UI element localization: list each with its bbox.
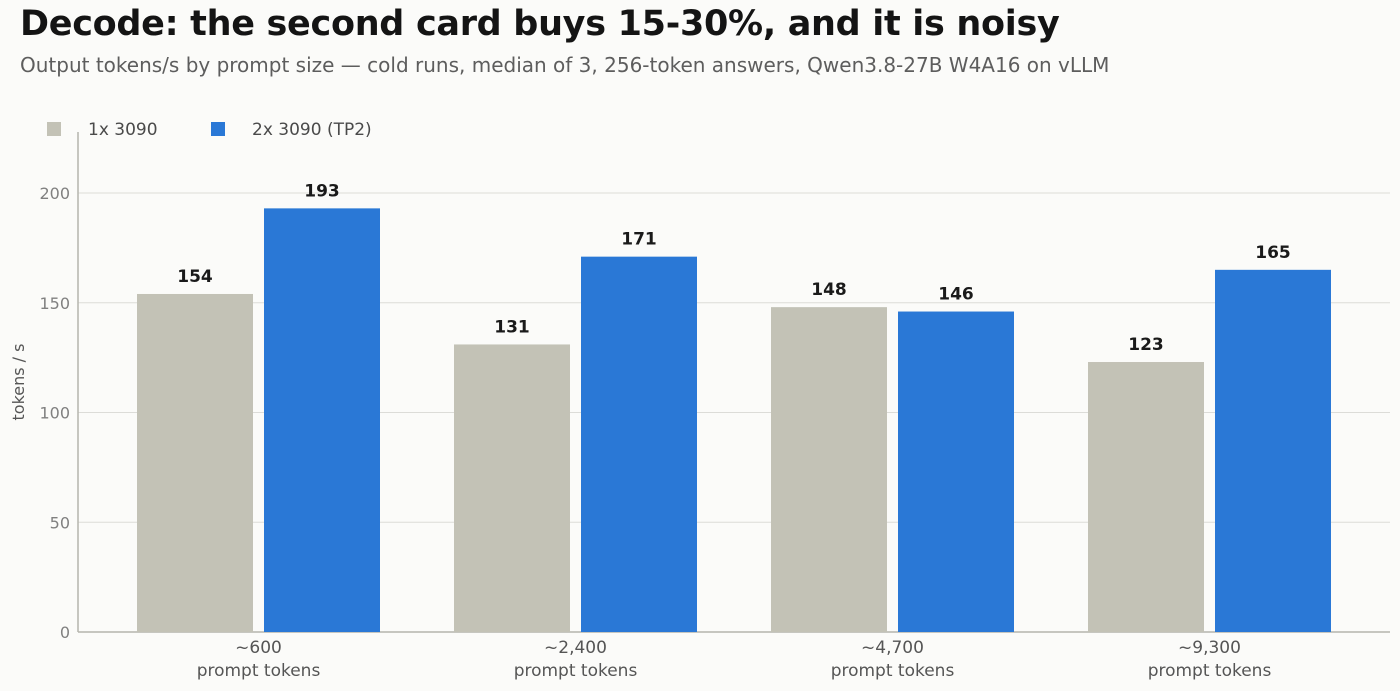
- bar-single-0: [137, 293, 253, 632]
- bar-single-2: [771, 307, 887, 632]
- bar-dual-0: [264, 208, 380, 633]
- x-tick-sublabel: prompt tokens: [1148, 661, 1272, 681]
- legend-swatch-0: [47, 122, 61, 136]
- x-tick-sublabel: prompt tokens: [197, 661, 321, 681]
- x-tick-label: ~600: [235, 638, 282, 658]
- data-label: 146: [938, 285, 974, 305]
- legend-label-0: 1x 3090: [88, 120, 158, 140]
- y-axis-title: tokens / s: [9, 344, 28, 421]
- x-tick-sublabel: prompt tokens: [831, 661, 955, 681]
- y-tick-label: 50: [50, 513, 70, 532]
- data-label: 123: [1128, 335, 1164, 355]
- data-label: 154: [177, 267, 213, 287]
- y-tick-label: 0: [60, 623, 70, 642]
- legend-label-1: 2x 3090 (TP2): [252, 120, 372, 140]
- data-label: 171: [621, 230, 657, 250]
- bar-single-3: [1088, 362, 1204, 632]
- data-label: 148: [811, 280, 847, 300]
- data-label: 193: [304, 181, 340, 201]
- x-tick-label: ~2,400: [544, 638, 607, 658]
- x-tick-label: ~9,300: [1178, 638, 1241, 658]
- data-label: 165: [1255, 243, 1291, 263]
- x-tick-sublabel: prompt tokens: [514, 661, 638, 681]
- bar-dual-3: [1215, 269, 1331, 632]
- y-tick-label: 100: [39, 404, 70, 423]
- bar-dual-1: [581, 256, 697, 632]
- chart-title: Decode: the second card buys 15-30%, and…: [20, 4, 1060, 44]
- x-tick-label: ~4,700: [861, 638, 924, 658]
- bar-single-1: [454, 344, 570, 632]
- chart-subtitle: Output tokens/s by prompt size — cold ru…: [20, 53, 1110, 77]
- bar-dual-2: [898, 311, 1014, 632]
- legend-swatch-1: [211, 122, 225, 136]
- data-label: 131: [494, 317, 530, 337]
- y-tick-label: 150: [39, 294, 70, 313]
- y-tick-label: 200: [39, 184, 70, 203]
